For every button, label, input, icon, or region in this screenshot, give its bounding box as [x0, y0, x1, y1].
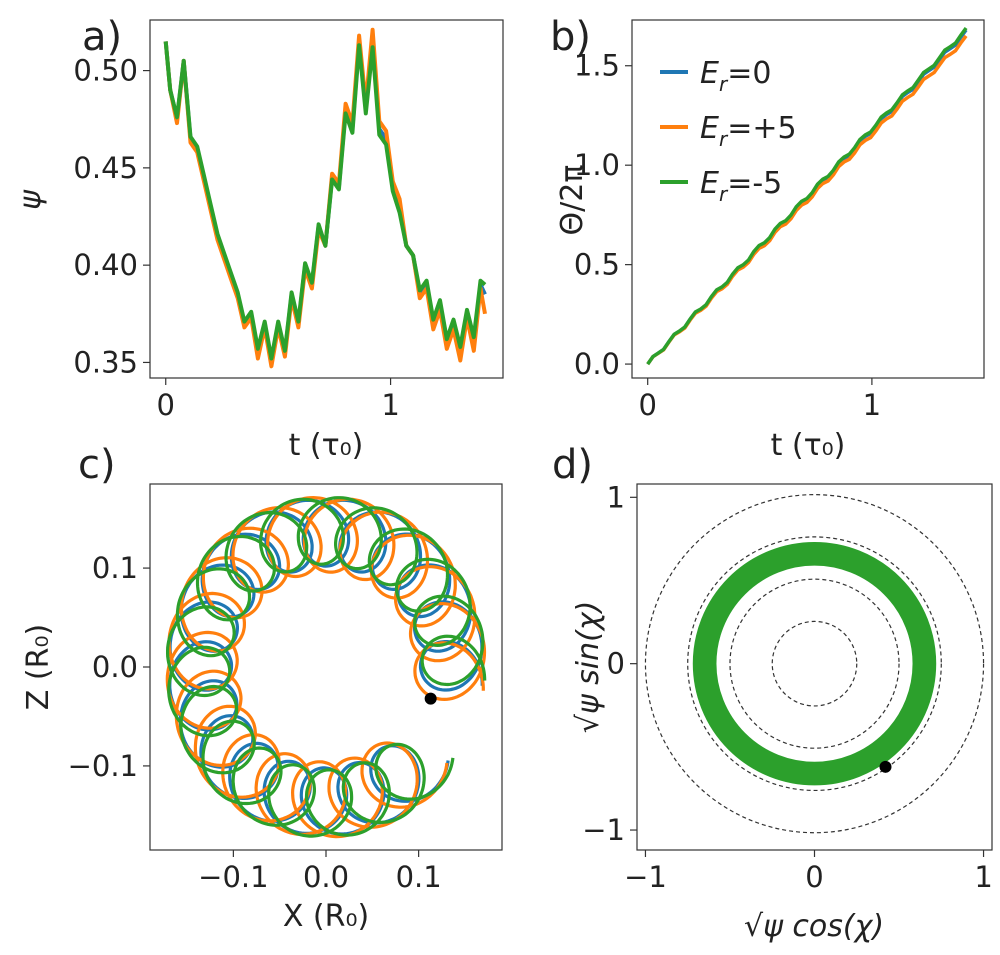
dashed-circle-0	[771, 620, 858, 707]
x-tick-label: 1	[381, 388, 399, 422]
x-tick-label: −1	[624, 860, 667, 894]
orbit-line-2	[166, 496, 487, 838]
legend-sub: r	[719, 182, 729, 206]
x-tick-label: 1	[974, 860, 992, 894]
y-tick-label: 1.5	[574, 49, 620, 83]
y-tick-label: −0.1	[68, 749, 138, 783]
legend-label: Er=-5	[700, 166, 782, 206]
legend-label: Er=+5	[700, 111, 797, 151]
panel-a-label: a)	[82, 14, 122, 60]
legend-value: =+5	[727, 111, 796, 146]
legend-value: =0	[727, 56, 771, 91]
panel-c: c) −0.1 0.0 0.1 −0.1 0.0 0.1 X (R₀) Z (R₀)	[21, 442, 503, 934]
panel-b: b) 0 10.00.51.01.5 Er=0Er=+5Er=-5 t (τ₀) …	[550, 14, 985, 463]
panel-d: d) −1 0 1 −1 0 1 √ψ cos(χ) √ψ sin(χ)	[552, 442, 993, 944]
panel-b-frame	[631, 19, 985, 379]
orbit-line-0	[168, 498, 484, 836]
band-ring	[692, 541, 937, 786]
y-tick-label: 0.35	[73, 345, 138, 379]
panel-d-ylabel: √ψ sin(χ)	[571, 601, 606, 734]
legend-var: E	[700, 166, 719, 201]
x-tick-label: 0.0	[303, 860, 349, 894]
y-tick-label: 0.5	[574, 248, 620, 282]
panel-d-frame	[636, 483, 993, 851]
dashed-circle-1	[729, 578, 900, 749]
panel-b-legend: Er=0Er=+5Er=-5	[660, 56, 797, 206]
y-tick-label: 0.0	[574, 347, 620, 381]
series-line-1	[163, 27, 487, 369]
y-tick-label: 1.0	[574, 148, 620, 182]
x-tick-label: −0.1	[198, 860, 268, 894]
panel-c-xlabel: X (R₀)	[283, 899, 369, 934]
panel-b-label: b)	[550, 14, 591, 60]
legend-sub: r	[719, 72, 729, 96]
legend-value: =-5	[727, 166, 782, 201]
panel-a-frame	[149, 19, 504, 379]
y-tick-label: 0	[607, 647, 625, 681]
panel-a-ylabel: ψ	[13, 189, 48, 210]
x-tick-label: 1	[863, 388, 881, 422]
y-tick-label: 0.40	[73, 248, 138, 282]
y-tick-label: 0.1	[92, 551, 138, 585]
panel-b-ylabel: Θ/2π	[555, 165, 590, 236]
x-tick-label: 0	[638, 388, 656, 422]
panel-b-xlabel: t (τ₀)	[771, 428, 846, 463]
y-tick-label: 0.0	[92, 650, 138, 684]
panel-a-xlabel: t (τ₀)	[289, 428, 364, 463]
legend-sub: r	[719, 127, 729, 151]
x-tick-label: 0	[805, 860, 823, 894]
legend-var: E	[700, 56, 719, 91]
y-tick-label: 1	[607, 480, 625, 514]
panel-c-label: c)	[78, 442, 116, 488]
panel-a: a) 0 1 0.35 0.40 0.45 0.50 t (τ₀) ψ	[13, 14, 504, 463]
y-tick-label: 0.45	[73, 151, 138, 185]
series-line-2	[646, 26, 968, 366]
y-tick-label: −1	[582, 813, 625, 847]
legend-var: E	[700, 111, 719, 146]
start-marker	[879, 760, 892, 773]
x-tick-label: 0.1	[396, 860, 442, 894]
panel-d-label: d)	[552, 442, 593, 488]
start-marker	[424, 692, 437, 705]
y-tick-label: 0.50	[73, 54, 138, 88]
dashed-circle-2	[687, 536, 942, 792]
panel-d-xlabel: √ψ cos(χ)	[744, 909, 884, 944]
dashed-circle-3	[644, 494, 985, 834]
x-tick-label: 0	[157, 388, 175, 422]
panel-c-ylabel: Z (R₀)	[21, 624, 56, 710]
series-line-2	[163, 41, 487, 361]
panel-c-frame	[149, 483, 503, 851]
legend-label: Er=0	[700, 56, 771, 96]
